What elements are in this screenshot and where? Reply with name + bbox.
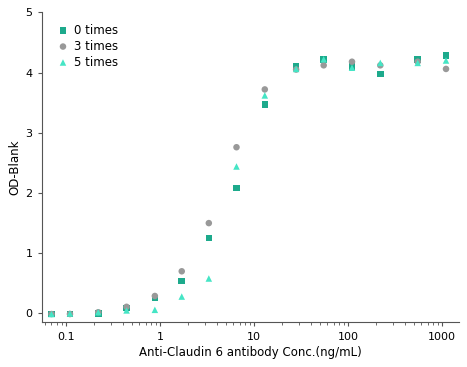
5 times [94,309,102,315]
0 times [261,102,269,108]
5 times [66,310,74,316]
5 times [292,66,300,72]
5 times [320,57,327,62]
5 times [123,308,130,313]
0 times [151,295,159,301]
0 times [376,71,384,77]
0 times [66,311,74,317]
5 times [414,60,421,66]
3 times [178,268,185,274]
0 times [348,63,356,69]
5 times [151,307,159,313]
0 times [292,63,300,69]
5 times [261,92,269,98]
5 times [48,311,55,317]
0 times [320,57,327,62]
0 times [414,57,421,62]
Legend: 0 times, 3 times, 5 times: 0 times, 3 times, 5 times [56,21,120,71]
0 times [233,185,240,191]
5 times [233,164,240,170]
3 times [123,304,130,310]
3 times [48,311,55,317]
3 times [205,220,212,226]
0 times [123,305,130,311]
0 times [94,310,102,316]
Y-axis label: OD-Blank: OD-Blank [8,140,21,195]
5 times [376,60,384,66]
3 times [442,66,450,72]
0 times [48,311,55,317]
3 times [320,62,327,68]
0 times [205,235,212,241]
3 times [261,87,269,92]
0 times [178,278,185,284]
3 times [151,293,159,299]
3 times [233,144,240,150]
3 times [376,62,384,68]
3 times [414,59,421,65]
X-axis label: Anti-Claudin 6 antibody Conc.(ng/mL): Anti-Claudin 6 antibody Conc.(ng/mL) [139,346,361,359]
3 times [94,309,102,315]
5 times [348,65,356,71]
5 times [442,58,450,63]
5 times [178,294,185,299]
3 times [66,311,74,317]
5 times [205,276,212,281]
3 times [292,66,300,72]
0 times [442,53,450,59]
3 times [348,59,356,65]
